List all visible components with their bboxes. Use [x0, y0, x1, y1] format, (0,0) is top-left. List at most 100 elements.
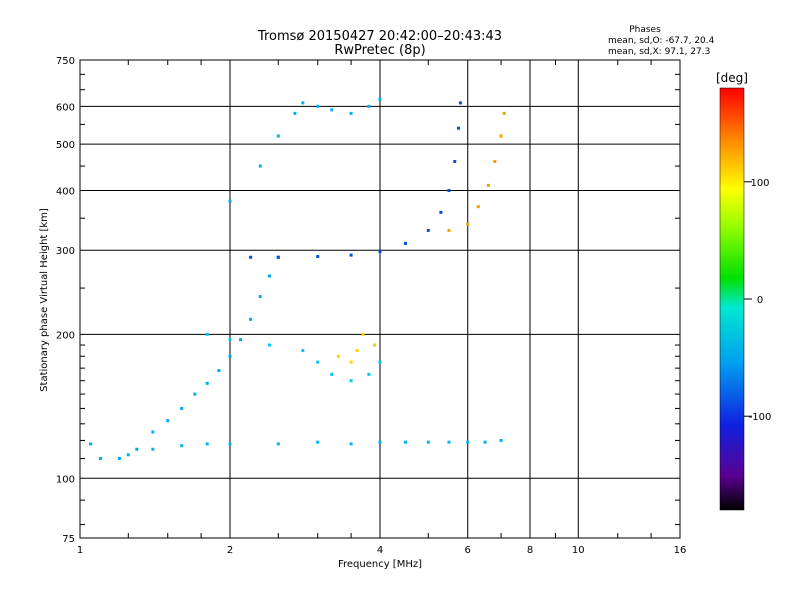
data-point: [349, 360, 353, 364]
y-tick-label: 200: [56, 330, 75, 341]
stats-ordinary: mean, sd,O: -67.7, 20.4: [608, 36, 715, 46]
data-point: [267, 274, 271, 278]
data-point: [316, 440, 320, 444]
data-point: [499, 438, 503, 442]
x-axis-label: Frequency [MHz]: [338, 559, 422, 570]
y-tick-label: 75: [62, 534, 75, 545]
x-tick-label: 10: [572, 545, 585, 556]
data-point: [349, 379, 353, 383]
stats-title: Phases: [629, 25, 661, 35]
x-tick-label: 8: [527, 545, 533, 556]
data-point: [458, 101, 462, 105]
data-point: [457, 126, 461, 130]
colorbar-tick-label: -100: [749, 412, 772, 423]
data-point: [330, 108, 334, 112]
x-tick-label: 6: [465, 545, 471, 556]
grid-lines: [80, 60, 680, 538]
data-point: [249, 317, 253, 321]
data-point: [349, 253, 353, 257]
data-point: [180, 444, 184, 448]
data-point: [117, 456, 121, 460]
y-tick-label: 300: [56, 246, 75, 257]
x-tick-label: 2: [227, 545, 233, 556]
data-point: [205, 381, 209, 385]
data-point: [166, 419, 170, 423]
data-point: [378, 360, 382, 364]
data-point: [301, 349, 305, 353]
data-point: [205, 442, 209, 446]
data-point: [453, 159, 457, 163]
data-point: [349, 442, 353, 446]
data-point: [447, 440, 451, 444]
data-point: [403, 241, 407, 245]
data-point: [293, 111, 297, 115]
data-point: [267, 343, 271, 347]
data-point: [378, 98, 382, 102]
data-point: [316, 360, 320, 364]
data-point: [228, 338, 232, 342]
data-point: [367, 372, 371, 376]
data-point: [126, 453, 130, 457]
stats-extraordinary: mean, sd,X: 97.1, 27.3: [608, 47, 710, 57]
data-point: [502, 111, 506, 115]
data-point: [258, 164, 262, 168]
data-point: [499, 134, 503, 138]
data-point: [403, 440, 407, 444]
data-point: [228, 199, 232, 203]
data-point: [217, 369, 221, 373]
data-point: [349, 111, 353, 115]
colorbar-tick-label: 100: [750, 178, 769, 189]
data-point: [336, 354, 340, 358]
data-point: [439, 210, 443, 214]
data-point: [276, 255, 280, 259]
data-point: [276, 442, 280, 446]
data-point: [316, 255, 320, 259]
data-point: [205, 332, 209, 336]
data-point: [330, 372, 334, 376]
data-point: [447, 228, 451, 232]
chart-subtitle: RwPretec (8p): [334, 43, 425, 58]
y-tick-label: 750: [56, 56, 75, 67]
data-point: [228, 354, 232, 358]
data-point: [180, 406, 184, 410]
data-point: [135, 447, 139, 451]
data-point: [301, 101, 305, 105]
data-point: [378, 440, 382, 444]
data-point: [193, 392, 197, 396]
x-tick-label: 16: [674, 545, 687, 556]
data-point: [466, 222, 470, 226]
data-point: [99, 456, 103, 460]
data-point: [466, 440, 470, 444]
data-point: [276, 134, 280, 138]
data-point: [249, 255, 253, 259]
data-point: [486, 183, 490, 187]
data-point: [493, 159, 497, 163]
x-tick-label: 1: [77, 545, 83, 556]
chart-title: Tromsø 20150427 20:42:00–20:43:43: [257, 29, 502, 44]
data-points: [89, 98, 506, 460]
data-point: [151, 447, 155, 451]
data-point: [426, 228, 430, 232]
y-tick-label: 400: [56, 186, 75, 197]
data-point: [228, 442, 232, 446]
y-tick-label: 100: [56, 474, 75, 485]
data-point: [89, 442, 93, 446]
data-point: [355, 349, 359, 353]
data-point: [426, 440, 430, 444]
data-point: [316, 104, 320, 108]
colorbar-tick-label: 0: [757, 295, 763, 306]
data-point: [367, 104, 371, 108]
data-point: [239, 338, 243, 342]
data-point: [483, 440, 487, 444]
data-point: [258, 295, 262, 299]
colorbar-ticks: 100 0 -100: [744, 178, 771, 423]
y-axis-ticks: 75 100 200 300 400 500 600 750: [56, 56, 680, 545]
data-point: [447, 188, 451, 192]
data-point: [151, 430, 155, 434]
colorbar: [719, 87, 745, 511]
colorbar-label: [deg]: [716, 71, 748, 85]
y-axis-label: Stationary phase Virtual Height [km]: [39, 208, 50, 392]
data-point: [378, 250, 382, 254]
data-point: [373, 343, 377, 347]
